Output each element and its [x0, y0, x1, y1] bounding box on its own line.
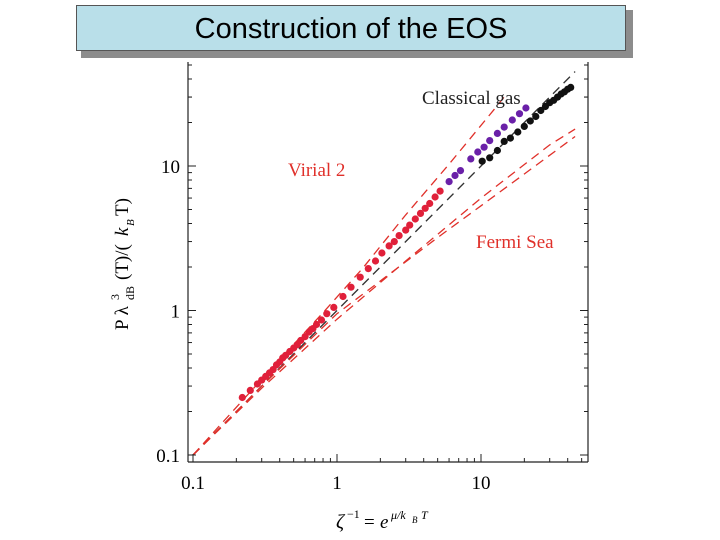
y-tick-label: 1 — [171, 302, 181, 323]
svg-text:(T)/(: (T)/( — [112, 244, 133, 280]
data-point-s1-4 — [474, 148, 482, 156]
data-point-s2-7 — [526, 117, 534, 125]
svg-text:dB: dB — [123, 286, 137, 300]
data-point-s0-29 — [390, 238, 398, 246]
data-point-s2-0 — [478, 157, 486, 165]
data-point-s0-30 — [395, 232, 403, 240]
x-tick-label: 1 — [332, 473, 342, 494]
plot-frame — [187, 62, 589, 463]
data-point-s2-2 — [493, 146, 501, 155]
data-point-s0-28 — [385, 242, 393, 250]
annotation-virial-2: Virial 2 — [288, 160, 345, 181]
data-point-s1-9 — [508, 116, 516, 124]
data-point-s1-6 — [486, 137, 494, 145]
svg-text:−1: −1 — [347, 507, 360, 521]
data-points — [238, 83, 575, 402]
svg-text:3: 3 — [108, 294, 122, 300]
theory-line-2 — [192, 135, 576, 456]
svg-text:ζ: ζ — [336, 511, 346, 533]
data-point-s1-3 — [467, 155, 475, 163]
svg-text:T: T — [421, 508, 429, 522]
svg-text:B: B — [125, 219, 137, 226]
y-tick-label: 10 — [161, 157, 180, 178]
y-axis-label: P λ 3 dB (T)/( k B T) — [108, 198, 137, 330]
data-point-s0-23 — [347, 283, 355, 291]
data-point-s2-8 — [532, 112, 540, 121]
x-tick-label: 10 — [472, 473, 491, 494]
svg-text:k: k — [112, 227, 133, 236]
svg-text:T): T) — [112, 198, 133, 216]
data-point-s0-31 — [402, 226, 410, 234]
data-point-s0-21 — [330, 303, 338, 311]
data-point-s1-8 — [500, 123, 508, 131]
theory-line-1 — [192, 93, 507, 456]
data-point-s1-11 — [522, 104, 530, 112]
data-point-s0-37 — [431, 193, 439, 201]
svg-text:P λ: P λ — [112, 305, 133, 330]
annotation-classical-gas: Classical gas — [422, 88, 521, 109]
data-point-s0-20 — [323, 310, 331, 318]
slide-title: Construction of the EOS — [76, 5, 626, 51]
data-point-s0-34 — [416, 209, 425, 217]
data-point-s0-18 — [312, 320, 321, 329]
data-point-s0-1 — [246, 386, 254, 394]
data-point-s2-1 — [486, 154, 494, 162]
svg-text:μ/k: μ/k — [390, 508, 406, 522]
axis-ticks — [188, 64, 588, 462]
data-point-s0-35 — [421, 204, 429, 212]
data-point-s2-17 — [567, 83, 575, 91]
data-point-s0-24 — [356, 273, 364, 281]
data-point-s1-0 — [445, 178, 453, 186]
data-point-s0-32 — [406, 221, 414, 229]
data-point-s0-33 — [411, 215, 419, 223]
theory-line-3 — [192, 128, 576, 456]
data-point-s0-38 — [436, 187, 444, 195]
x-tick-label: 0.1 — [181, 473, 205, 494]
y-tick-label: 0.1 — [156, 446, 180, 467]
svg-text:B: B — [412, 515, 418, 525]
data-point-s1-7 — [493, 129, 501, 137]
data-point-s0-19 — [317, 316, 326, 324]
data-point-s1-5 — [480, 143, 488, 151]
annotation-fermi-sea: Fermi Sea — [476, 232, 554, 253]
data-point-s0-0 — [238, 393, 246, 402]
data-point-s1-1 — [451, 171, 459, 180]
tick-labels: 0.1 1 10 0.1 1 10 — [156, 157, 490, 494]
svg-text:e: e — [380, 512, 388, 533]
data-point-s2-4 — [506, 134, 514, 142]
data-point-s2-6 — [520, 122, 528, 130]
svg-text:=: = — [364, 512, 375, 533]
data-point-s2-5 — [514, 128, 522, 136]
data-point-s0-36 — [426, 199, 434, 208]
data-point-s0-22 — [339, 292, 347, 301]
data-point-s1-2 — [456, 167, 465, 175]
data-point-s0-26 — [371, 257, 380, 265]
data-point-s1-10 — [515, 110, 524, 118]
data-point-s0-25 — [364, 265, 372, 273]
x-axis-label: ζ −1 = e μ/k B T — [336, 507, 429, 533]
data-point-s0-27 — [378, 249, 386, 257]
data-point-s2-3 — [500, 137, 508, 145]
